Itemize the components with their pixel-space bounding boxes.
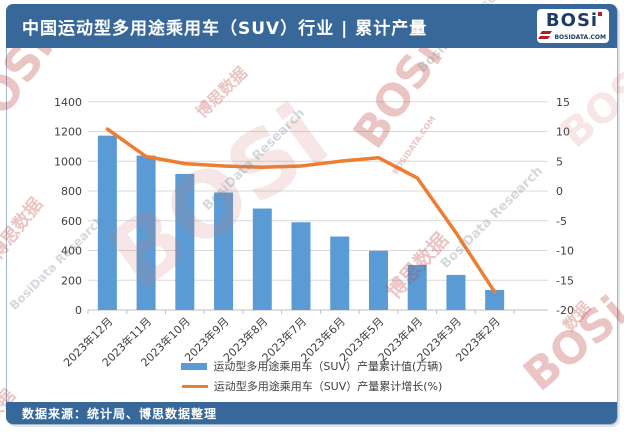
y-axis-left-tick-label: 1200 [54, 126, 82, 139]
growth-line [105, 127, 497, 294]
bar-2023年7月 [291, 222, 311, 310]
y-axis-right-tick-label: 15 [556, 96, 570, 109]
bar-2023年3月 [446, 274, 466, 310]
logo-red-dot-icon [598, 12, 602, 16]
bar-2023年2月 [485, 289, 505, 310]
bosi-logo-wordmark: BOSi [545, 10, 599, 31]
y-axis-left-tick-label: 600 [61, 215, 82, 228]
bar-2023年4月 [407, 264, 427, 310]
y-axis-left-tick-label: 1400 [54, 96, 82, 109]
y-axis-right-tick-label: -20 [556, 304, 574, 317]
legend-bar-swatch-icon [181, 362, 208, 370]
legend-item-bar-series: 运动型多用途乘用车（SUV）产量累计值(万辆) [0, 356, 624, 376]
y-axis-left-tick-label: 0 [75, 304, 82, 317]
bar-2023年5月 [368, 250, 388, 310]
bar-2023年6月 [330, 236, 350, 310]
footer-bar: 数据来源：统计局、博思数据整理 [6, 402, 617, 424]
y-axis-right-tick-label: 0 [556, 185, 563, 198]
bar-2023年8月 [252, 208, 272, 310]
y-axis-right-tick-label: -10 [556, 245, 574, 258]
header-bar: 中国运动型多用途乘用车（SUV）行业 | 累计产量 BOSi BOSIDATA.… [6, 4, 617, 48]
y-axis-left-tick-label: 800 [61, 185, 82, 198]
y-axis-right-tick-label: 5 [556, 155, 563, 168]
logo-stripe-icon [537, 36, 551, 39]
legend-bar-label: 运动型多用途乘用车（SUV）产量累计值(万辆) [213, 360, 443, 373]
y-axis-right-tick-label: 10 [556, 126, 570, 139]
chart-legend: 运动型多用途乘用车（SUV）产量累计值(万辆) 运动型多用途乘用车（SUV）产量… [0, 356, 624, 396]
y-axis-right-tick-label: -5 [556, 215, 567, 228]
page-title: 中国运动型多用途乘用车（SUV）行业 | 累计产量 [22, 18, 428, 39]
bar-2023年12月 [97, 135, 117, 310]
bosi-logo-domain: BOSIDATA.COM [554, 34, 606, 41]
bar-2023年10月 [175, 173, 195, 310]
y-axis-left-tick-label: 400 [61, 245, 82, 258]
legend-item-line-series: 运动型多用途乘用车（SUV）产量累计增长(%) [0, 376, 624, 396]
y-axis-left-tick-label: 1000 [54, 155, 82, 168]
legend-line-swatch-icon [181, 384, 208, 388]
legend-line-label: 运动型多用途乘用车（SUV）产量累计增长(%) [213, 380, 443, 393]
bosi-logo: BOSi BOSIDATA.COM [537, 9, 609, 43]
data-source: 数据来源：统计局、博思数据整理 [22, 406, 218, 421]
logo-stripe-icon [539, 31, 553, 34]
bar-2023年11月 [136, 155, 156, 310]
y-axis-right-tick-label: -15 [556, 274, 574, 287]
bar-2023年9月 [214, 192, 234, 310]
y-axis-left-tick-label: 200 [61, 274, 82, 287]
